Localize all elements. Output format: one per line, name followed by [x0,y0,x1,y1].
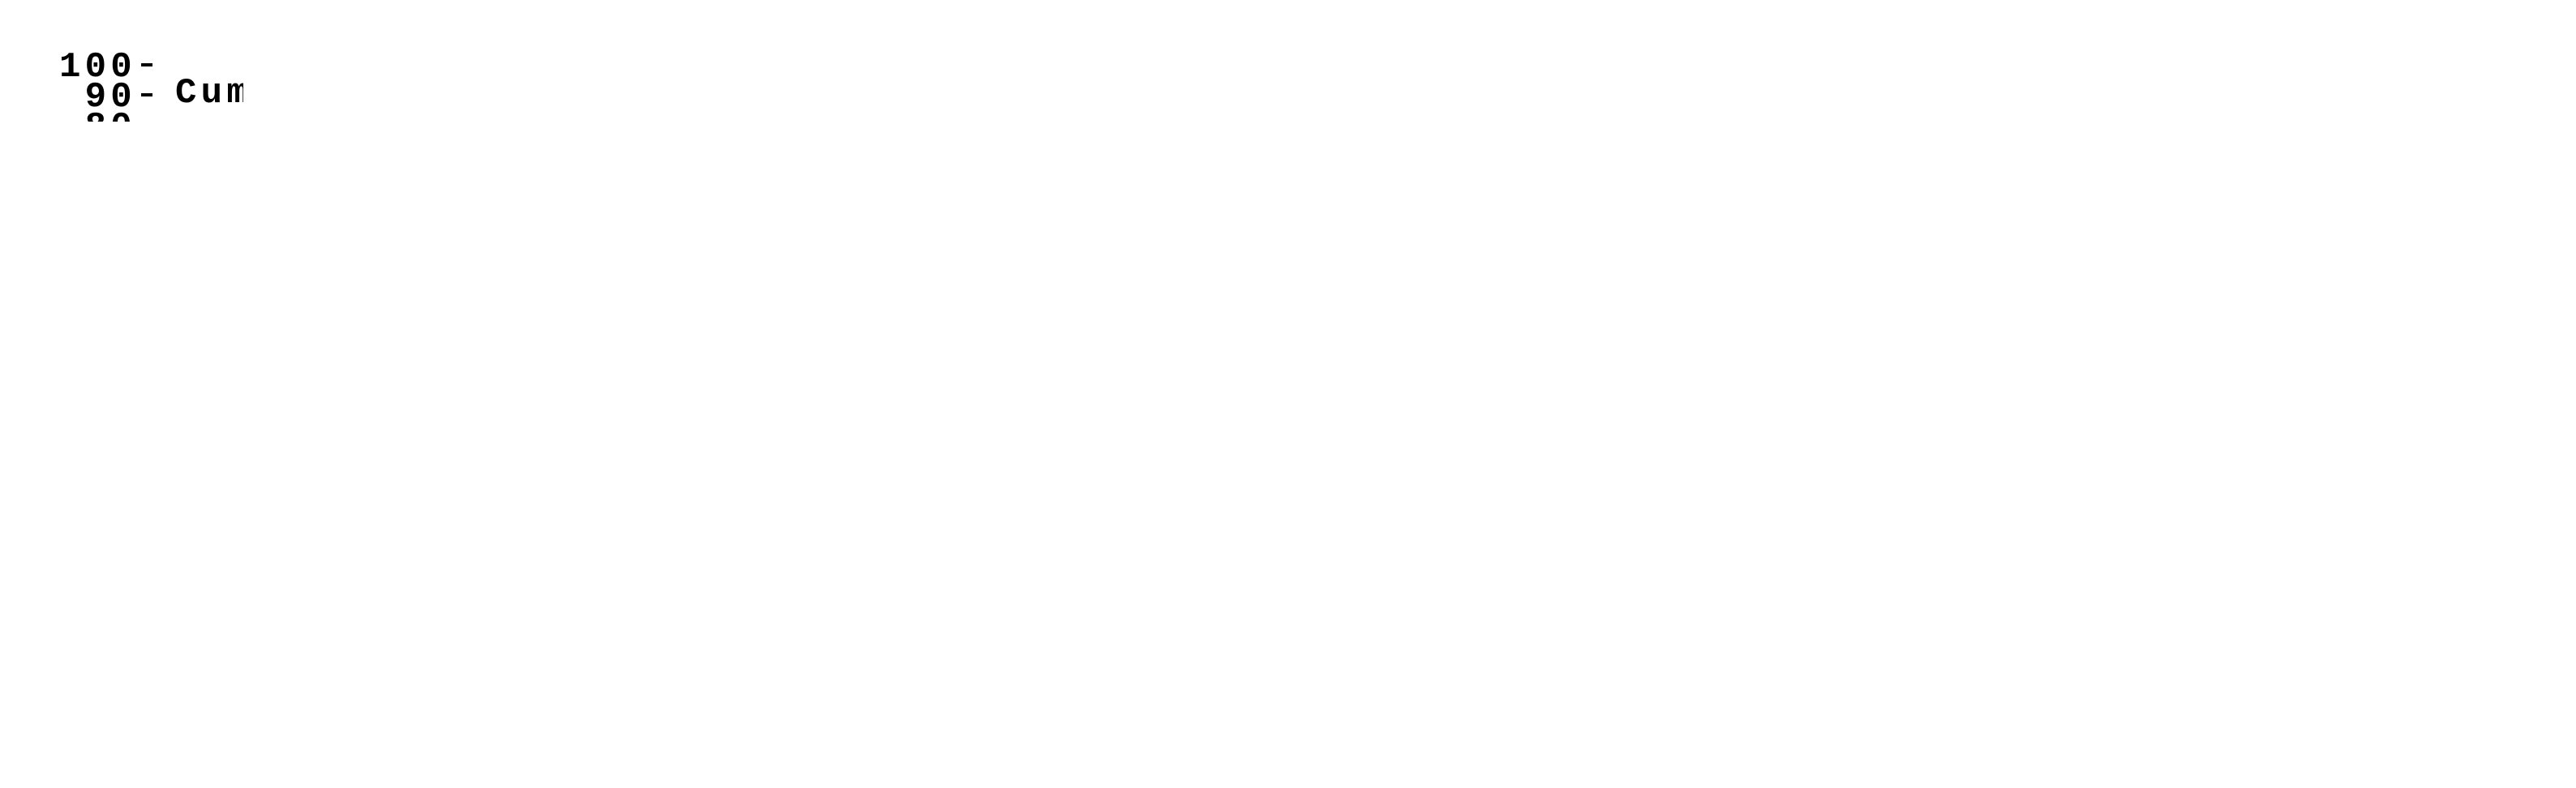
y-left-tick-label: 100 [59,47,136,88]
y-left-title: Cumulate% [175,73,243,113]
particle-size-chart: 01020304050607080901000.01.53.14.66.27.7… [0,0,243,122]
